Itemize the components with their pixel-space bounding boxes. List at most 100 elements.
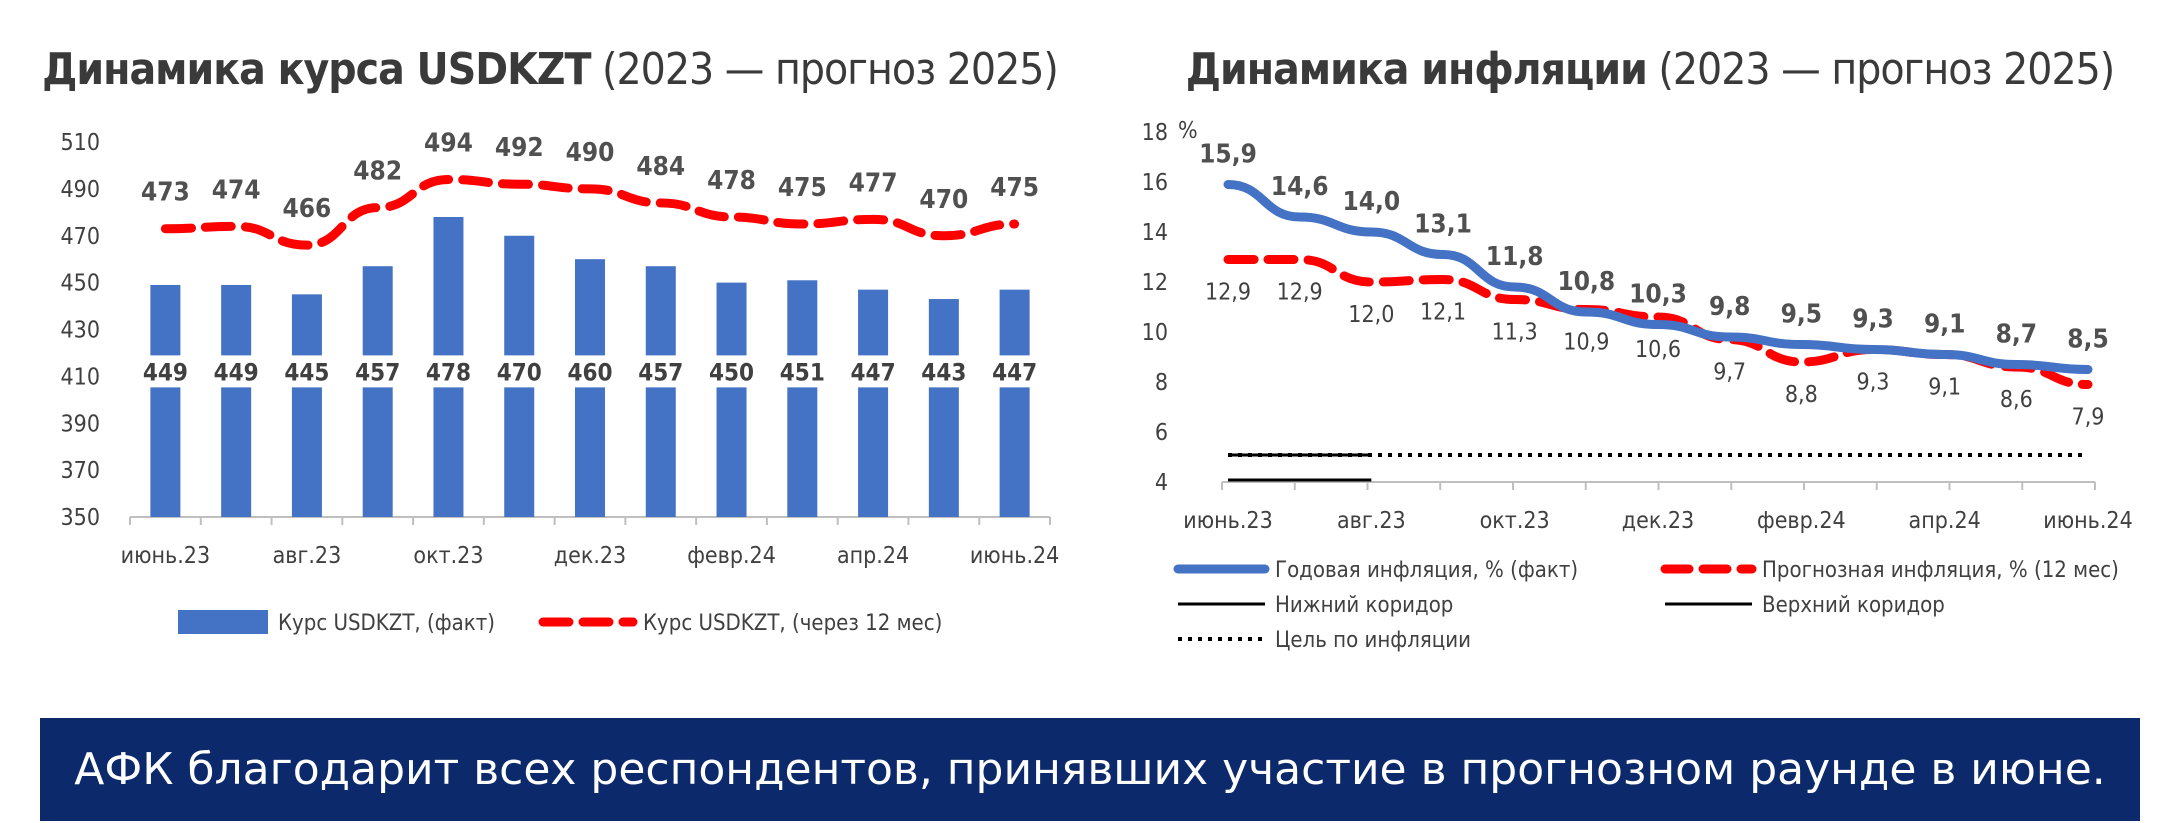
inflation-y-tick-label: 12 — [1142, 270, 1168, 296]
inflation-y-tick-label: 8 — [1155, 370, 1168, 396]
usdkzt-forecast-label: 475 — [990, 173, 1039, 203]
inflation-actual-label: 15,9 — [1199, 140, 1257, 170]
usdkzt-bar-label: 451 — [780, 358, 825, 386]
usdkzt-bar-label: 478 — [426, 358, 471, 386]
usdkzt-bar — [999, 289, 1030, 517]
inflation-legend-actual-label: Годовая инфляция, % (факт) — [1275, 558, 1578, 583]
usdkzt-bar — [291, 294, 322, 517]
usdkzt-x-tick-label: июнь.23 — [121, 543, 210, 569]
inflation-legend-target-label: Цель по инфляции — [1275, 628, 1471, 653]
inflation-actual-label: 14,6 — [1271, 172, 1329, 202]
inflation-legend-lower-label: Нижний коридор — [1275, 593, 1453, 618]
usdkzt-bar-label-bg — [492, 355, 547, 388]
inflation-forecast-label: 7,9 — [2072, 405, 2105, 431]
usdkzt-forecast-line — [160, 174, 1020, 250]
footer-banner: АФК благодарит всех респондентов, приняв… — [40, 718, 2140, 821]
usdkzt-bar-label-bg — [209, 355, 264, 388]
usdkzt-bar-label: 449 — [143, 358, 188, 386]
usdkzt-bar — [575, 259, 605, 517]
inflation-forecast-label: 12,0 — [1348, 302, 1394, 328]
usdkzt-bar-label-bg — [563, 355, 617, 388]
inflation-actual-label: 11,8 — [1486, 242, 1544, 272]
inflation-legend-upper-label: Верхний коридор — [1762, 593, 1945, 618]
inflation-legend-forecast-label: Прогнозная инфляция, % (12 мес) — [1762, 558, 2119, 583]
inflation-y-tick-label: 6 — [1155, 420, 1168, 446]
usdkzt-y-tick-label: 450 — [61, 271, 101, 297]
usdkzt-bar — [928, 299, 959, 517]
usdkzt-title-main: Динамика курса USDKZT — [42, 44, 591, 95]
footer-text: АФК благодарит всех респондентов, приняв… — [74, 744, 2106, 795]
inflation-x-tick-label: окт.23 — [1480, 508, 1550, 534]
inflation-forecast-label: 9,7 — [1713, 360, 1746, 386]
inflation-actual-label: 13,1 — [1414, 210, 1472, 240]
inflation-forecast-label: 9,1 — [1928, 375, 1961, 401]
usdkzt-bar-label-bg — [421, 355, 476, 388]
inflation-actual-label: 10,8 — [1557, 267, 1615, 297]
usdkzt-bar-label-bg — [916, 355, 971, 388]
usdkzt-bar — [716, 282, 747, 517]
usdkzt-forecast-label: 490 — [566, 138, 615, 168]
usdkzt-bar — [787, 280, 818, 517]
usdkzt-x-tick-label: апр.24 — [837, 543, 909, 569]
inflation-actual-label: 9,1 — [1924, 310, 1965, 340]
usdkzt-y-tick-label: 350 — [61, 505, 101, 531]
usdkzt-bar-label-bg — [633, 355, 688, 388]
usdkzt-bar-label-bg — [138, 355, 193, 388]
inflation-x-tick-label: июнь.23 — [1183, 508, 1272, 534]
inflation-y-tick-label: 10 — [1142, 320, 1168, 346]
inflation-actual-label: 8,5 — [2067, 325, 2108, 355]
usdkzt-bar-label-bg — [987, 355, 1042, 388]
inflation-forecast-label: 8,8 — [1785, 382, 1818, 408]
inflation-actual-label: 9,5 — [1781, 300, 1822, 330]
usdkzt-legend-line-label: Курс USDKZT, (через 12 мес) — [643, 611, 942, 636]
inflation-x-tick-label: дек.23 — [1622, 508, 1694, 534]
usdkzt-forecast-label: 478 — [707, 166, 756, 196]
inflation-title-sub: (2023 — прогноз 2025) — [1658, 44, 2115, 95]
usdkzt-forecast-label: 494 — [424, 129, 473, 159]
inflation-y-tick-label: 4 — [1155, 470, 1168, 496]
inflation-y-unit: % — [1178, 118, 1198, 144]
usdkzt-forecast-label: 473 — [141, 178, 190, 208]
inflation-x-tick-label: авг.23 — [1337, 508, 1406, 534]
usdkzt-y-tick-label: 510 — [61, 130, 101, 156]
usdkzt-bar-label: 443 — [921, 358, 966, 386]
inflation-forecast-label: 10,6 — [1635, 337, 1681, 363]
inflation-forecast-label: 12,9 — [1205, 280, 1251, 306]
usdkzt-bar-label: 447 — [992, 358, 1037, 386]
inflation-x-tick-label: февр.24 — [1757, 508, 1846, 534]
inflation-y-tick-label: 16 — [1142, 170, 1168, 196]
inflation-y-tick-label: 18 — [1142, 120, 1168, 146]
inflation-forecast-label: 8,6 — [2000, 387, 2033, 413]
inflation-forecast-label: 12,9 — [1277, 280, 1323, 306]
usdkzt-x-tick-label: окт.23 — [413, 543, 483, 569]
usdkzt-bar-label: 450 — [709, 358, 754, 386]
inflation-actual-label: 10,3 — [1629, 280, 1687, 310]
usdkzt-bar-label: 460 — [567, 358, 612, 386]
inflation-forecast-label: 12,1 — [1420, 300, 1466, 326]
usdkzt-forecast-label: 492 — [495, 133, 544, 163]
usdkzt-forecast-label: 474 — [212, 175, 261, 205]
usdkzt-bar — [645, 266, 676, 517]
usdkzt-bar — [858, 289, 889, 517]
usdkzt-bar-label: 447 — [851, 358, 896, 386]
inflation-x-tick-label: апр.24 — [1909, 508, 1981, 534]
usdkzt-bar-label: 445 — [284, 358, 329, 386]
usdkzt-bar — [150, 284, 181, 517]
usdkzt-bar-label-bg — [775, 355, 830, 388]
usdkzt-bar-label: 470 — [497, 358, 542, 386]
usdkzt-bar — [221, 284, 252, 517]
usdkzt-title-sub: (2023 — прогноз 2025) — [602, 44, 1059, 95]
usdkzt-x-tick-label: дек.23 — [554, 543, 626, 569]
usdkzt-bar-label-bg — [704, 355, 759, 388]
usdkzt-y-tick-label: 390 — [61, 411, 101, 437]
inflation-actual-label: 9,8 — [1709, 292, 1750, 322]
usdkzt-forecast-label: 477 — [849, 168, 898, 198]
usdkzt-y-tick-label: 410 — [61, 364, 101, 390]
usdkzt-y-tick-label: 430 — [61, 318, 101, 344]
inflation-chart-title: Динамика инфляции (2023 — прогноз 2025) — [1140, 44, 2160, 95]
inflation-y-tick-label: 14 — [1142, 220, 1168, 246]
inflation-actual-label: 8,7 — [1996, 320, 2037, 350]
usdkzt-x-tick-label: февр.24 — [687, 543, 776, 569]
usdkzt-y-tick-label: 490 — [61, 177, 101, 203]
